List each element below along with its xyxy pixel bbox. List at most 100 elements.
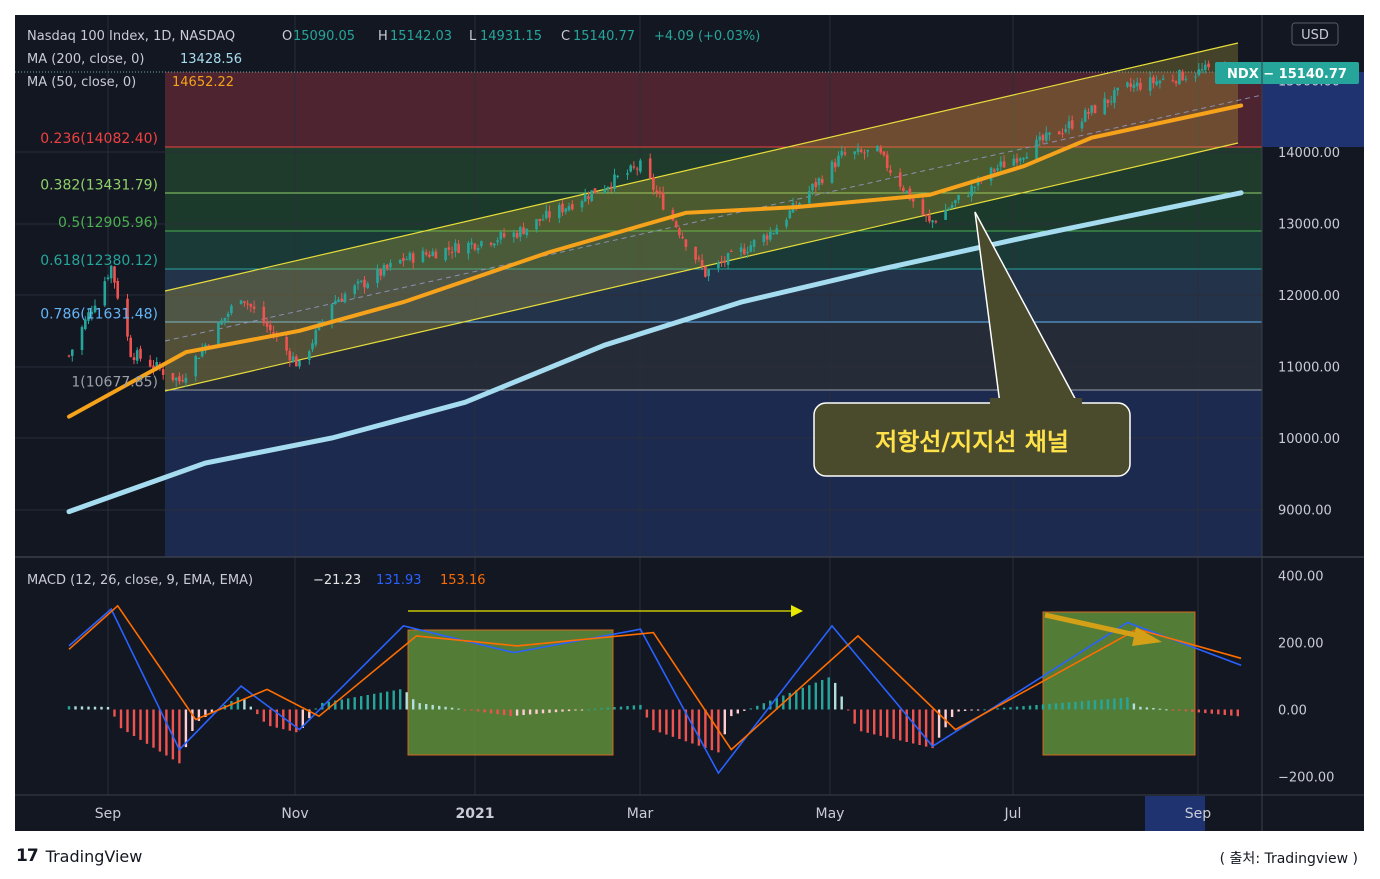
macd-hist-bar-124 [873,709,876,735]
candle-body-48 [288,351,292,361]
tradingview-logo[interactable]: 𝟭𝟳 TradingView [16,846,142,866]
candle-body-181 [889,170,892,173]
candle-body-183 [902,187,905,192]
candle-body-220 [1067,121,1071,129]
candle-body-195 [954,200,957,204]
macd-hist-bar-20 [197,709,201,721]
candle-body-23 [174,377,178,381]
candle-body-83 [447,247,451,250]
open-value: 15090.05 [293,29,355,44]
candle-body-141 [707,269,710,277]
macd-hist-bar-44 [353,697,356,710]
candle-body-35 [226,313,230,317]
macd-hist-bar-71 [528,709,532,715]
macd-hist-bar-62 [470,709,473,711]
candle-body-140 [704,266,707,277]
candle-body-147 [739,247,743,252]
macd-hist-bar-87 [632,705,636,710]
candle-body-222 [1080,121,1084,129]
candle-body-27 [194,356,197,377]
candle-body-49 [291,356,295,362]
fib-band-0786-1 [165,322,1262,390]
candle-body-60 [340,298,344,302]
candle-body-0 [67,355,71,357]
macd-hist-bar-103 [736,709,739,714]
candle-body-65 [363,279,366,288]
axis-highlight [1262,72,1364,147]
candle-body-150 [749,245,753,252]
macd-hist-bar-50 [392,690,395,710]
macd-hist-bar-170 [1171,709,1175,711]
time-tick-5: Jul [1004,806,1022,822]
candle-body-78 [424,252,428,255]
macd-title: MACD (12, 26, close, 9, EMA, EMA) [27,573,253,588]
macd-hist-bar-79 [580,709,584,711]
candle-body-172 [853,151,856,155]
candle-body-134 [678,228,681,236]
fib-label-1: 0.382(13431.79) [40,178,158,194]
time-tick-4: May [816,806,845,822]
macd-hist-bar-133 [931,709,934,749]
candle-body-77 [421,250,425,263]
candle-body-110 [567,206,571,211]
candle-body-241 [1161,78,1165,80]
candle-body-8 [106,277,110,280]
candle-body-203 [993,169,996,172]
macd-hist-bar-172 [1184,709,1188,712]
candle-body-37 [239,300,243,305]
macd-hist-bar-4 [93,706,97,710]
candle-body-114 [587,196,590,199]
candle-body-127 [648,158,652,179]
macd-hist-bar-104 [743,709,746,711]
candle-body-135 [681,236,684,239]
candle-body-79 [428,254,431,257]
fib-band-0-0236 [165,72,1262,147]
channel-upper-line [164,42,1239,292]
macd-hist-bar-37 [308,709,311,719]
ma200-value: 13428.56 [180,52,242,67]
currency-button[interactable] [1291,22,1339,46]
candle-body-99 [519,227,522,237]
source-note: ( 출처: Tradingview ) [1219,851,1358,867]
candle-body-113 [583,194,587,202]
candle-body-148 [743,248,746,255]
macd-hist-bar-149 [1035,705,1038,710]
macd-tick-0: 400.00 [1278,570,1324,585]
candle-body-85 [454,243,457,252]
macd-hist-bar-154 [1067,702,1071,710]
ma200-line [66,190,1244,515]
candle-body-119 [609,186,613,188]
macd-hist-bar-161 [1113,698,1116,710]
macd-hist-bar-63 [476,709,480,712]
macd-hist-bar-122 [860,709,863,732]
macd-hist-bar-179 [1230,709,1233,716]
symbol-title: Nasdaq 100 Index, 1D, NASDAQ [27,29,235,44]
macd-hist-bar-9 [126,709,129,733]
candle-body-96 [502,233,506,237]
macd-hist-bar-13 [152,709,155,748]
macd-hist-bar-14 [158,709,162,752]
candle-body-174 [859,149,863,152]
macd-hist-bar-116 [821,680,824,710]
candle-body-115 [590,190,593,201]
candle-body-39 [246,303,249,305]
candle-body-145 [726,253,730,265]
candle-body-108 [561,203,564,213]
currency-label: USD [1301,28,1329,43]
candle-body-102 [535,219,538,230]
candle-body-231 [1116,87,1119,91]
candle-body-124 [632,166,636,168]
candle-body-72 [398,259,402,264]
time-tick-0: Sep [95,806,122,822]
candle-body-75 [408,252,412,260]
macd-hist-bar-114 [808,685,811,710]
macd-hist-bar-64 [483,709,486,713]
macd-hist-bar-55 [425,704,428,710]
candle-body-164 [814,182,818,188]
macd-hist-bar-30 [262,709,265,722]
candle-body-219 [1064,129,1067,132]
candle-body-207 [1012,158,1016,166]
macd-hist-bar-88 [639,704,642,710]
candle-body-192 [944,209,947,220]
